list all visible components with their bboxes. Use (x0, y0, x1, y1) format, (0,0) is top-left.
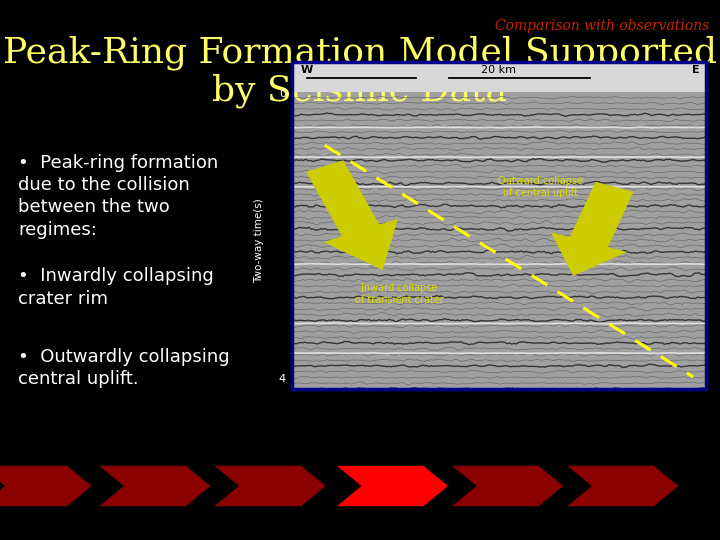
Bar (292, 62, 706, 389)
Text: •  Inwardly collapsing
crater rim: • Inwardly collapsing crater rim (18, 267, 214, 307)
Bar (292, 62, 706, 92)
Polygon shape (452, 465, 563, 507)
Polygon shape (215, 465, 325, 507)
Polygon shape (337, 465, 448, 507)
Text: Comparison with observations: Comparison with observations (495, 19, 709, 33)
Polygon shape (99, 465, 210, 507)
Text: E: E (692, 65, 700, 76)
Polygon shape (567, 465, 679, 507)
Text: 0: 0 (279, 89, 286, 99)
Text: Two-way time(s): Two-way time(s) (254, 198, 264, 282)
Text: 4: 4 (279, 374, 286, 384)
Text: W: W (300, 65, 312, 76)
Polygon shape (306, 160, 398, 270)
Bar (292, 92, 706, 389)
Text: •  Outwardly collapsing
central uplift.: • Outwardly collapsing central uplift. (18, 348, 230, 388)
Text: Peak-Ring Formation Model Supported
by Seismic Data: Peak-Ring Formation Model Supported by S… (3, 35, 717, 108)
Text: Inward collapse
of transient crater: Inward collapse of transient crater (355, 283, 444, 305)
Text: •  Peak-ring formation
due to the collision
between the two
regimes:: • Peak-ring formation due to the collisi… (18, 154, 218, 239)
Text: 20 km: 20 km (481, 65, 516, 75)
Polygon shape (0, 465, 92, 507)
Text: Outward collapse
of central uplift: Outward collapse of central uplift (498, 176, 582, 198)
Polygon shape (551, 182, 634, 276)
